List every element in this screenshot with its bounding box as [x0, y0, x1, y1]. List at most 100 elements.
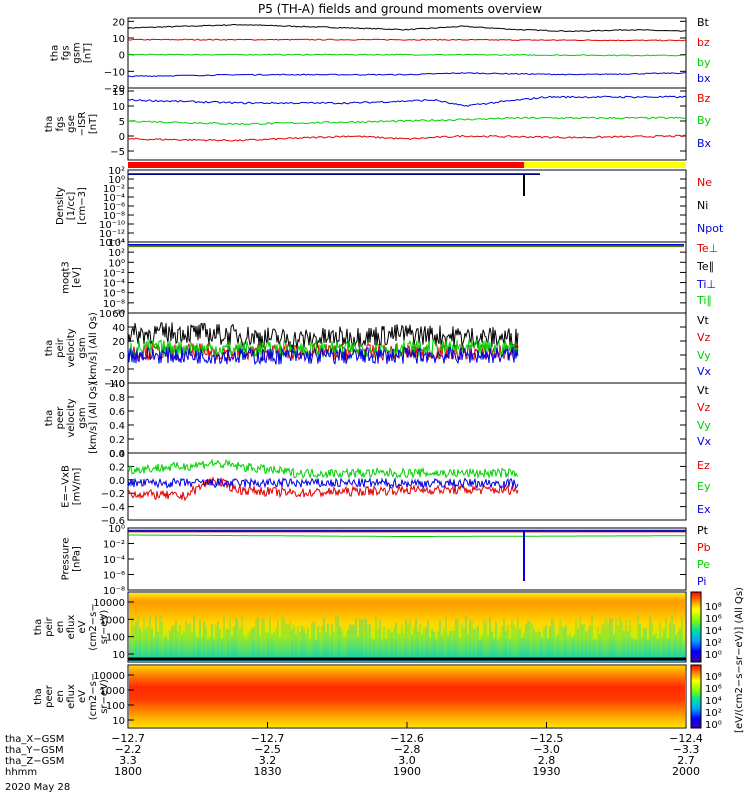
y-tick-label: −20 — [104, 84, 125, 95]
y-tick-label: 40 — [112, 323, 125, 334]
y-tick-label: 10⁻⁸ — [103, 211, 125, 222]
y-tick-label: 10⁰ — [108, 258, 125, 269]
y-axis-label-line: (cm2−s− — [88, 603, 99, 650]
x-row-value: −3.3 — [673, 743, 700, 756]
x-row-value: 1800 — [114, 765, 142, 778]
y-tick-label: 10⁻² — [103, 268, 125, 279]
panel-frame — [127, 169, 687, 243]
y-axis-label-line: [1/cc] — [66, 192, 77, 221]
y-tick-label: 10⁻¹² — [99, 229, 125, 240]
colorbar-bottom — [690, 664, 702, 729]
series-line-Pe — [128, 534, 686, 537]
legend-Vt: Vt — [697, 384, 710, 397]
y-axis-label-line: tha — [44, 410, 55, 426]
panel-fgs_gse: tha fgs gse −ISR [nT] 15 10 5 0 −5 Bz By Bx — [44, 87, 712, 161]
legend-Ne: Ne — [697, 176, 712, 189]
legend-Vy: Vy — [697, 419, 711, 432]
x-row-value: 2.8 — [538, 754, 556, 767]
y-axis-label-line: fgs — [55, 116, 66, 131]
y-axis-label: tha fgs gsm [nT] — [50, 42, 94, 63]
legend-Pt: Pt — [697, 524, 709, 537]
legend-Ti∥: Ti∥ — [696, 294, 712, 307]
chart-title: P5 (TH-A) fields and ground moments over… — [258, 2, 542, 16]
y-tick-label: 0.4 — [109, 421, 125, 432]
series-line-bz — [127, 38, 687, 42]
y-axis-label-line: eflux — [66, 684, 77, 709]
y-axis-label: E=−VxB [mV/m] — [61, 465, 83, 508]
y-axis-label-line: [nPa] — [72, 546, 83, 572]
legend-Te∥: Te∥ — [696, 260, 714, 273]
legend-Ti⊥: Ti⊥ — [696, 278, 716, 291]
panel-efield: E=−VxB [mV/m] 0.4 0.2 0.0 −0.2 −0.4 −0.6 Ez Ey Ex — [61, 449, 711, 527]
y-axis-label-line: tha — [50, 45, 61, 61]
legend-Te⊥: Te⊥ — [696, 242, 718, 255]
y-tick-label: 10⁻⁴ — [103, 555, 125, 566]
panel-peir_eflux: tha peir en eflux eV (cm2−s− sr−eV)10000 1000 10… — [33, 591, 687, 663]
y-axis-label-line: en — [55, 690, 66, 703]
x-row-label: tha_Y−GSM — [5, 745, 64, 756]
y-axis-label-line: sr−eV) — [99, 610, 110, 645]
x-row-value: −2.8 — [394, 743, 421, 756]
legend-by: by — [697, 56, 711, 69]
x-row-value: 2000 — [672, 765, 700, 778]
y-tick-label: 0.6 — [109, 407, 125, 418]
legend-Ex: Ex — [697, 503, 711, 516]
y-tick-label: 10 — [112, 650, 125, 661]
colorbar-tick: 10⁰ — [705, 720, 722, 731]
y-tick-label: 10⁻⁴ — [103, 279, 125, 290]
y-axis-label: moqt3 [eV] — [61, 261, 83, 294]
y-tick-label: 10⁻² — [103, 540, 125, 551]
y-tick-label: 15 — [112, 87, 125, 98]
status-bar — [128, 162, 686, 168]
y-tick-label: 10⁻⁶ — [103, 202, 125, 213]
colorbar-tick: 10⁶ — [705, 614, 722, 625]
panel-frame — [127, 591, 687, 663]
x-tick-label: −12.7 — [251, 732, 285, 745]
y-tick-label: 10⁰ — [108, 524, 125, 535]
y-axis-label-line: eV — [77, 620, 88, 633]
y-axis-label-line: [km/s] (All Qs) — [88, 382, 99, 454]
y-tick-label: −5 — [110, 147, 125, 158]
series-line-By — [127, 116, 687, 126]
panel-fgs: tha fgs gsm [nT] 20 10 0 −10 −20 Bt bz by bx — [50, 16, 711, 95]
y-tick-label: 5 — [119, 117, 125, 128]
y-tick-label: −0.6 — [101, 516, 125, 527]
y-tick-label: 100 — [106, 701, 125, 712]
colorbar-tick: 10² — [705, 638, 722, 649]
series-line-bx — [127, 72, 687, 78]
legend-bx: bx — [697, 72, 711, 85]
y-tick-label: 10⁴ — [108, 238, 125, 249]
x-tick-label: −12.4 — [669, 732, 703, 745]
y-axis-label-line: peer — [55, 406, 66, 430]
x-row-value: −2.5 — [254, 743, 281, 756]
legend-Ni: Ni — [697, 199, 708, 212]
legend-Vx: Vx — [697, 435, 712, 448]
panel-frame — [127, 87, 687, 161]
colorbar-top — [690, 591, 702, 663]
x-row-value: 3.0 — [398, 754, 416, 767]
y-axis-label-line: [nT] — [83, 43, 94, 63]
colorbar-label-text: [eV/(cm2−s−sr−eV)] (All Qs) — [734, 587, 745, 733]
x-row-value: 3.2 — [259, 754, 277, 767]
legend-Bt: Bt — [697, 16, 710, 29]
panel-frame — [127, 17, 687, 89]
y-tick-label: 20 — [112, 17, 125, 28]
y-tick-label: 0.2 — [109, 435, 125, 446]
y-axis-label-line: peir — [44, 616, 55, 636]
y-tick-label: 10⁻⁸ — [103, 586, 125, 597]
y-tick-label: 0 — [119, 132, 125, 143]
status-bar-yellow — [524, 162, 686, 168]
y-axis-label-line: tha — [33, 619, 44, 635]
y-axis-label-line: (cm2−s− — [88, 673, 99, 720]
y-axis-label-line: gsm — [77, 407, 88, 428]
y-tick-label: 0 — [119, 351, 125, 362]
x-axis-date: 2020 May 28 — [5, 782, 70, 793]
y-axis-label-line: Pressure — [61, 538, 72, 581]
colorbar-label: [eV/(cm2−s−sr−eV)] (All Qs) — [734, 587, 745, 733]
y-tick-label: 10⁻¹⁰ — [99, 309, 125, 320]
y-axis-label-line: moqt3 — [61, 261, 72, 294]
y-tick-label: 100 — [106, 633, 125, 644]
colorbar-tick: 10⁰ — [705, 650, 722, 661]
series-line-Bz — [127, 134, 687, 142]
